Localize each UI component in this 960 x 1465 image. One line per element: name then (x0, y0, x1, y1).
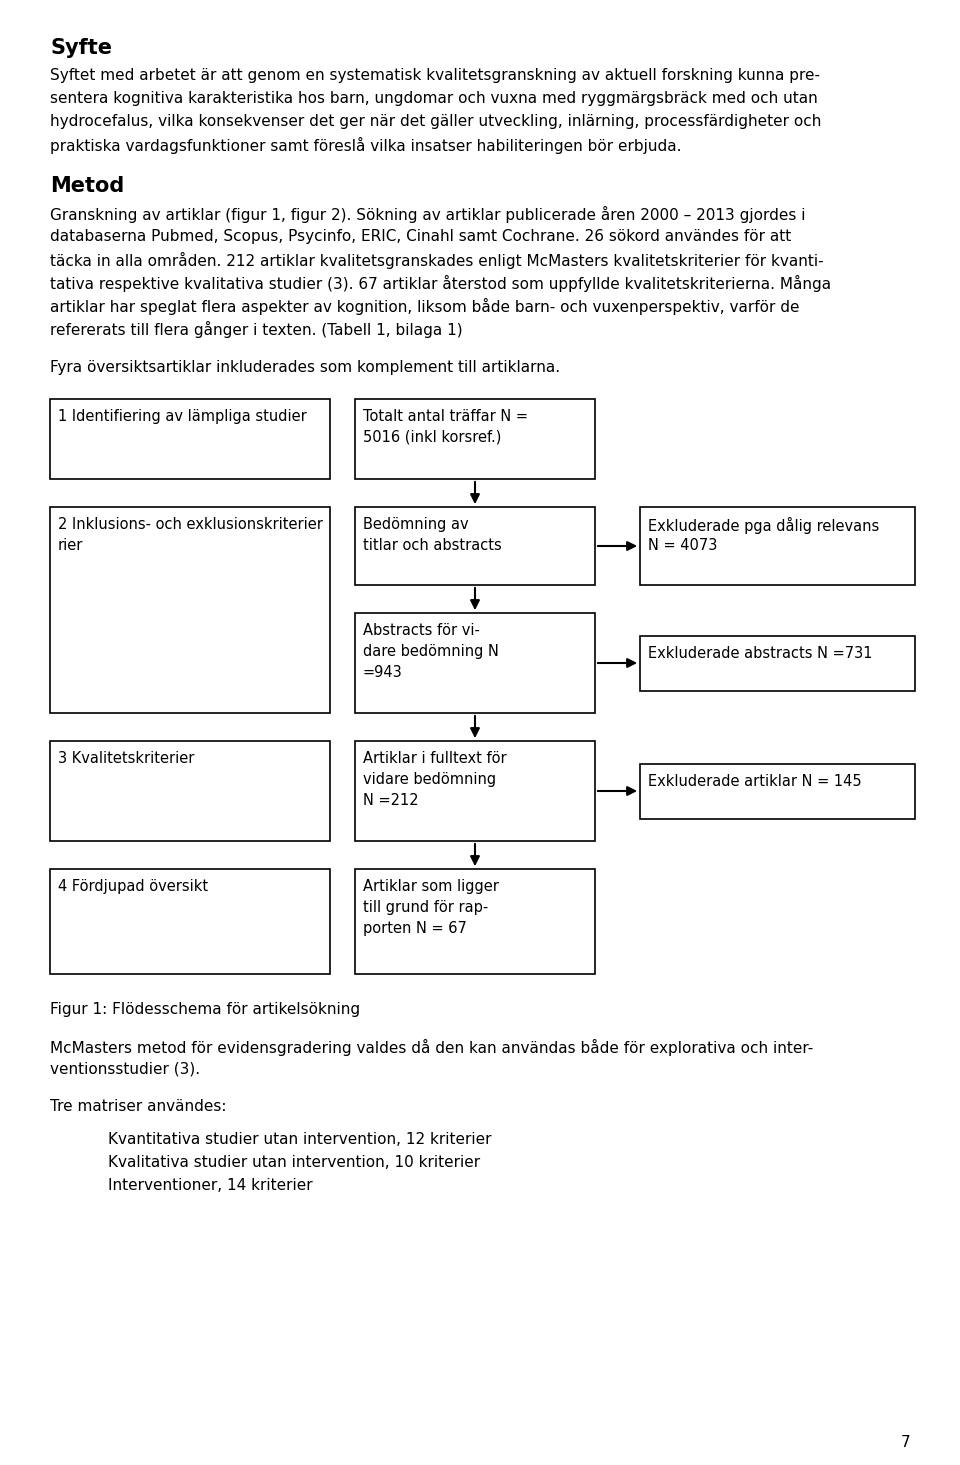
Bar (50, 507, 330, 713)
Text: 7: 7 (900, 1436, 910, 1450)
Text: artiklar har speglat flera aspekter av kognition, liksom både barn- och vuxenper: artiklar har speglat flera aspekter av k… (50, 297, 800, 315)
Bar (640, 507, 915, 585)
Text: hydrocefalus, vilka konsekvenser det ger när det gäller utveckling, inlärning, p: hydrocefalus, vilka konsekvenser det ger… (50, 114, 822, 129)
Bar (50, 741, 330, 841)
Text: praktiska vardagsfunktioner samt föreslå vilka insatser habiliteringen bör erbju: praktiska vardagsfunktioner samt föreslå… (50, 138, 682, 154)
Text: 3 Kvalitetskriterier: 3 Kvalitetskriterier (58, 752, 194, 766)
Text: Exkluderade abstracts N =731: Exkluderade abstracts N =731 (648, 646, 873, 661)
Bar (355, 741, 595, 841)
Text: till grund för rap-: till grund för rap- (363, 900, 489, 916)
Text: Bedömning av: Bedömning av (363, 517, 468, 532)
Text: Artiklar i fulltext för: Artiklar i fulltext för (363, 752, 507, 766)
Text: refererats till flera gånger i texten. (Tabell 1, bilaga 1): refererats till flera gånger i texten. (… (50, 321, 463, 338)
Text: Interventioner, 14 kriterier: Interventioner, 14 kriterier (108, 1178, 313, 1193)
Bar (50, 869, 330, 974)
Text: 5016 (inkl korsref.): 5016 (inkl korsref.) (363, 431, 501, 445)
Text: Totalt antal träffar N =: Totalt antal träffar N = (363, 409, 528, 423)
Text: Exkluderade pga dålig relevans: Exkluderade pga dålig relevans (648, 517, 879, 535)
Text: 2 Inklusions- och exklusionskriterier: 2 Inklusions- och exklusionskriterier (58, 517, 323, 532)
Bar (355, 398, 595, 479)
Text: Metod: Metod (50, 176, 124, 196)
Text: titlar och abstracts: titlar och abstracts (363, 538, 502, 552)
Text: Granskning av artiklar (figur 1, figur 2). Sökning av artiklar publicerade åren : Granskning av artiklar (figur 1, figur 2… (50, 207, 805, 223)
Text: databaserna Pubmed, Scopus, Psycinfo, ERIC, Cinahl samt Cochrane. 26 sökord anvä: databaserna Pubmed, Scopus, Psycinfo, ER… (50, 229, 791, 245)
Text: sentera kognitiva karakteristika hos barn, ungdomar och vuxna med ryggmärgsbräck: sentera kognitiva karakteristika hos bar… (50, 91, 818, 105)
Text: 4 Fördjupad översikt: 4 Fördjupad översikt (58, 879, 208, 894)
Bar (640, 636, 915, 690)
Text: N =212: N =212 (363, 793, 419, 809)
Text: Tre matriser användes:: Tre matriser användes: (50, 1099, 227, 1113)
Text: Figur 1: Flödesschema för artikelsökning: Figur 1: Flödesschema för artikelsökning (50, 1002, 360, 1017)
Text: vidare bedömning: vidare bedömning (363, 772, 496, 787)
Text: 1 Identifiering av lämpliga studier: 1 Identifiering av lämpliga studier (58, 409, 307, 423)
Text: ventionsstudier (3).: ventionsstudier (3). (50, 1062, 200, 1077)
Text: =943: =943 (363, 665, 403, 680)
Bar (355, 869, 595, 974)
Text: Exkluderade artiklar N = 145: Exkluderade artiklar N = 145 (648, 774, 862, 788)
Text: Abstracts för vi-: Abstracts för vi- (363, 623, 480, 637)
Text: McMasters metod för evidensgradering valdes då den kan användas både för explora: McMasters metod för evidensgradering val… (50, 1039, 813, 1056)
Text: Kvalitativa studier utan intervention, 10 kriterier: Kvalitativa studier utan intervention, 1… (108, 1154, 480, 1171)
Text: N = 4073: N = 4073 (648, 538, 717, 552)
Text: Artiklar som ligger: Artiklar som ligger (363, 879, 499, 894)
Bar (355, 612, 595, 713)
Bar (355, 507, 595, 585)
Bar (50, 398, 330, 479)
Text: täcka in alla områden. 212 artiklar kvalitetsgranskades enligt McMasters kvalite: täcka in alla områden. 212 artiklar kval… (50, 252, 824, 270)
Text: dare bedömning N: dare bedömning N (363, 645, 499, 659)
Text: porten N = 67: porten N = 67 (363, 921, 467, 936)
Text: Kvantitativa studier utan intervention, 12 kriterier: Kvantitativa studier utan intervention, … (108, 1132, 492, 1147)
Text: Fyra översiktsartiklar inkluderades som komplement till artiklarna.: Fyra översiktsartiklar inkluderades som … (50, 360, 560, 375)
Text: rier: rier (58, 538, 84, 552)
Text: Syfte: Syfte (50, 38, 112, 59)
Text: Syftet med arbetet är att genom en systematisk kvalitetsgranskning av aktuell fo: Syftet med arbetet är att genom en syste… (50, 67, 820, 84)
Text: tativa respektive kvalitativa studier (3). 67 artiklar återstod som uppfyllde kv: tativa respektive kvalitativa studier (3… (50, 275, 831, 292)
Bar (640, 763, 915, 819)
